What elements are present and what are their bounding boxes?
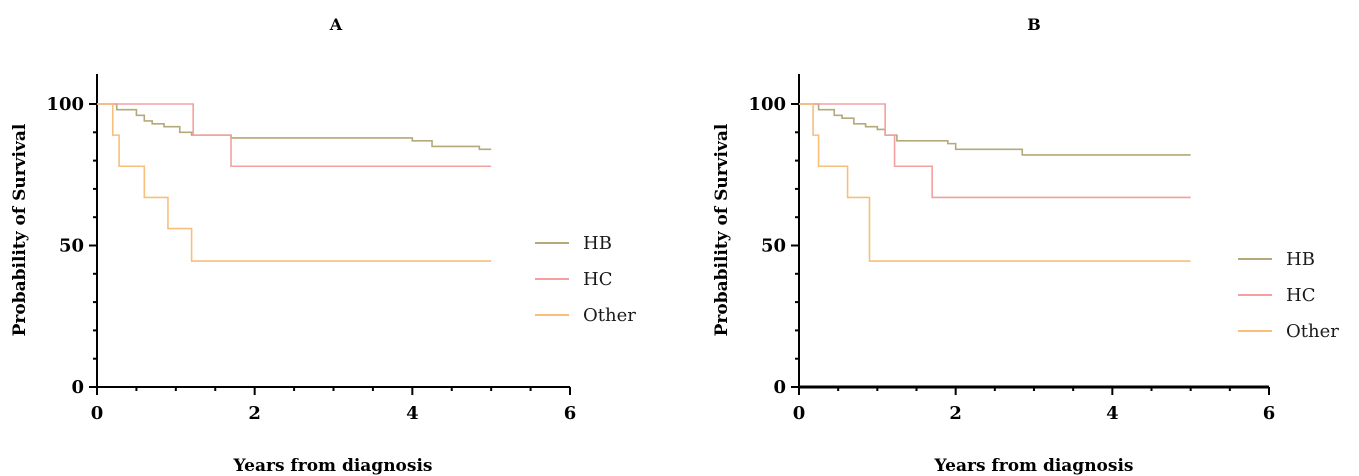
- y-tick-label: 50: [761, 236, 786, 257]
- x-axis-title: Years from diagnosis: [233, 456, 433, 476]
- x-tick-label: 6: [564, 403, 577, 424]
- legend: HB HC Other: [535, 233, 636, 326]
- x-tick-label: 4: [1106, 403, 1119, 424]
- series-line-other: [799, 103, 1191, 262]
- series-line-hb: [799, 103, 1191, 156]
- x-tick-label: 6: [1263, 403, 1276, 424]
- legend: HB HC Other: [1238, 249, 1339, 342]
- y-tick-label: 100: [46, 94, 84, 115]
- y-tick-label: 100: [748, 94, 786, 115]
- y-tick-label: 0: [773, 377, 786, 398]
- series-line-hc: [97, 103, 492, 168]
- legend-label-other: Other: [1286, 321, 1339, 342]
- x-tick-label: 4: [406, 403, 419, 424]
- legend-label-other: Other: [583, 305, 636, 326]
- survival-chart-a: A 0 50 100 0 2 4 6 Years from diagnosis Probabili…: [10, 15, 636, 476]
- series-line-other: [97, 103, 492, 262]
- y-tick-label: 0: [71, 377, 84, 398]
- legend-label-hc: HC: [1286, 285, 1315, 306]
- y-axis-title: Probability of Survival: [10, 123, 30, 336]
- legend-label-hb: HB: [583, 233, 612, 254]
- panel-label: B: [1027, 15, 1041, 34]
- survival-chart-b: B 0 50 100 0 2 4 6 Years from diagnosis Probabili…: [712, 15, 1339, 476]
- series-line-hb: [97, 103, 492, 151]
- legend-label-hb: HB: [1286, 249, 1315, 270]
- y-axis-title: Probability of Survival: [712, 123, 732, 336]
- series-line-hc: [799, 103, 1191, 199]
- x-tick-label: 2: [248, 403, 261, 424]
- x-tick-label: 0: [793, 403, 806, 424]
- panel-label: A: [329, 15, 343, 34]
- x-axis-title: Years from diagnosis: [934, 456, 1134, 476]
- x-tick-label: 0: [91, 403, 104, 424]
- x-tick-label: 2: [949, 403, 962, 424]
- y-tick-label: 50: [59, 236, 84, 257]
- legend-label-hc: HC: [583, 269, 612, 290]
